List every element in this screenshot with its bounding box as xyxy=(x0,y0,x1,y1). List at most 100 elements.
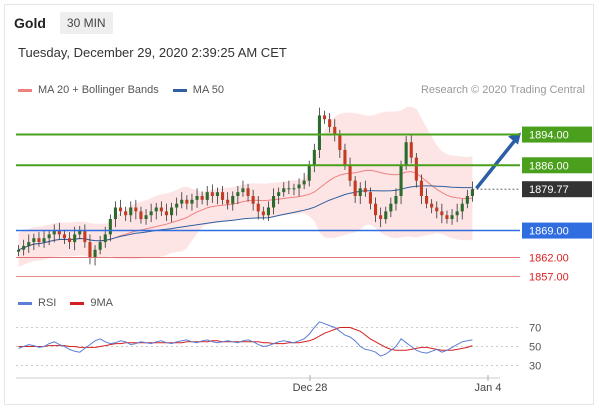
candle xyxy=(465,189,469,209)
candle xyxy=(175,197,179,216)
candle-body xyxy=(455,211,459,216)
legend-label-rsi: RSI xyxy=(38,297,57,309)
candle-body xyxy=(266,207,270,216)
candle xyxy=(333,119,337,142)
timeframe-badge[interactable]: 30 MIN xyxy=(59,12,113,34)
candle-body xyxy=(215,192,219,196)
candle-body xyxy=(419,180,423,196)
candle xyxy=(440,203,444,224)
candle xyxy=(27,234,31,253)
candle xyxy=(195,188,199,208)
legend-label-9ma: 9MA xyxy=(90,297,113,309)
candle-body xyxy=(379,215,383,219)
legend-label-bollinger: MA 20 + Bollinger Bands xyxy=(38,84,159,96)
candle-body xyxy=(450,215,454,219)
candle-body xyxy=(108,219,112,235)
candle xyxy=(93,245,97,266)
candle xyxy=(282,182,286,197)
candle xyxy=(108,214,112,242)
candle xyxy=(159,201,163,216)
candle-body xyxy=(241,188,245,193)
candle-body xyxy=(236,192,240,196)
bollinger-band-layer xyxy=(18,106,473,267)
candle-body xyxy=(323,115,327,120)
candle xyxy=(129,201,133,223)
candle xyxy=(164,203,168,221)
chart-header: Gold 30 MIN xyxy=(14,12,113,34)
candle-body xyxy=(62,234,66,239)
candle xyxy=(52,224,56,243)
candle xyxy=(200,191,204,205)
candle-body xyxy=(272,196,276,208)
candle-body xyxy=(425,196,429,204)
candle xyxy=(394,188,398,211)
level-label-bg xyxy=(522,126,592,143)
candle xyxy=(236,186,240,205)
candle xyxy=(246,183,250,202)
candle-body xyxy=(353,180,357,196)
timestamp: Tuesday, December 29, 2020 2:39:25 AM CE… xyxy=(18,45,287,60)
rsi-layer: 70 50 30 xyxy=(16,321,541,373)
candle-body xyxy=(154,207,158,212)
candle-body xyxy=(435,207,439,212)
legend-swatch-rsi xyxy=(18,301,32,305)
candle-body xyxy=(98,242,102,250)
candle xyxy=(328,113,332,133)
candle-body xyxy=(119,207,123,212)
legend-swatch-bollinger xyxy=(18,88,32,92)
candle xyxy=(215,187,219,205)
candle xyxy=(154,202,158,220)
candle xyxy=(98,235,102,255)
candle-body xyxy=(134,207,138,212)
candle xyxy=(261,206,265,220)
rsi-9ma-line xyxy=(18,327,473,351)
candle xyxy=(113,201,117,228)
candle xyxy=(317,107,321,158)
candle xyxy=(256,196,260,220)
candle xyxy=(409,134,413,164)
rsi-tick-label: 70 xyxy=(529,323,541,335)
candle xyxy=(404,136,408,170)
candle xyxy=(363,180,367,197)
candle-body xyxy=(22,245,26,250)
candle-body xyxy=(430,203,434,208)
legend-item-ma50: MA 50 xyxy=(172,84,224,96)
legend-item-rsi: RSI xyxy=(18,297,56,309)
candle-body xyxy=(348,165,352,181)
candle-body xyxy=(73,234,77,243)
candle-body xyxy=(292,188,296,190)
candle xyxy=(139,206,143,224)
level-label: 1886.00 xyxy=(529,160,569,172)
candle-body xyxy=(195,196,199,200)
candle-body xyxy=(200,196,204,200)
candle-body xyxy=(465,196,469,204)
main-legend: MA 20 + Bollinger Bands MA 50 xyxy=(18,84,238,96)
moving-average-layer xyxy=(18,169,473,251)
level-label: 1862.00 xyxy=(529,252,569,264)
candle xyxy=(88,234,92,265)
candle-body xyxy=(460,203,464,212)
candle xyxy=(272,188,276,215)
level-resistance: 1886.00 xyxy=(16,157,592,174)
candle xyxy=(419,174,423,205)
level-label-bg xyxy=(522,157,592,174)
candle xyxy=(384,206,388,224)
candle xyxy=(185,195,189,210)
candle xyxy=(180,192,184,209)
candle-body xyxy=(440,211,444,216)
candle-body xyxy=(190,199,194,204)
level-label: 1894.00 xyxy=(529,130,569,142)
candle-body xyxy=(328,119,332,127)
candle xyxy=(149,203,153,223)
candle-body xyxy=(287,188,291,190)
candle xyxy=(226,192,230,210)
x-tick-label: Dec 28 xyxy=(293,382,328,394)
candle-body xyxy=(363,188,367,193)
candle xyxy=(47,229,51,246)
candle-body xyxy=(175,203,179,208)
candle-body xyxy=(164,211,168,216)
level-pivot: 1869.00 xyxy=(16,222,592,239)
candle-body xyxy=(246,188,250,196)
legend-swatch-9ma xyxy=(70,301,85,305)
candle xyxy=(119,199,123,216)
